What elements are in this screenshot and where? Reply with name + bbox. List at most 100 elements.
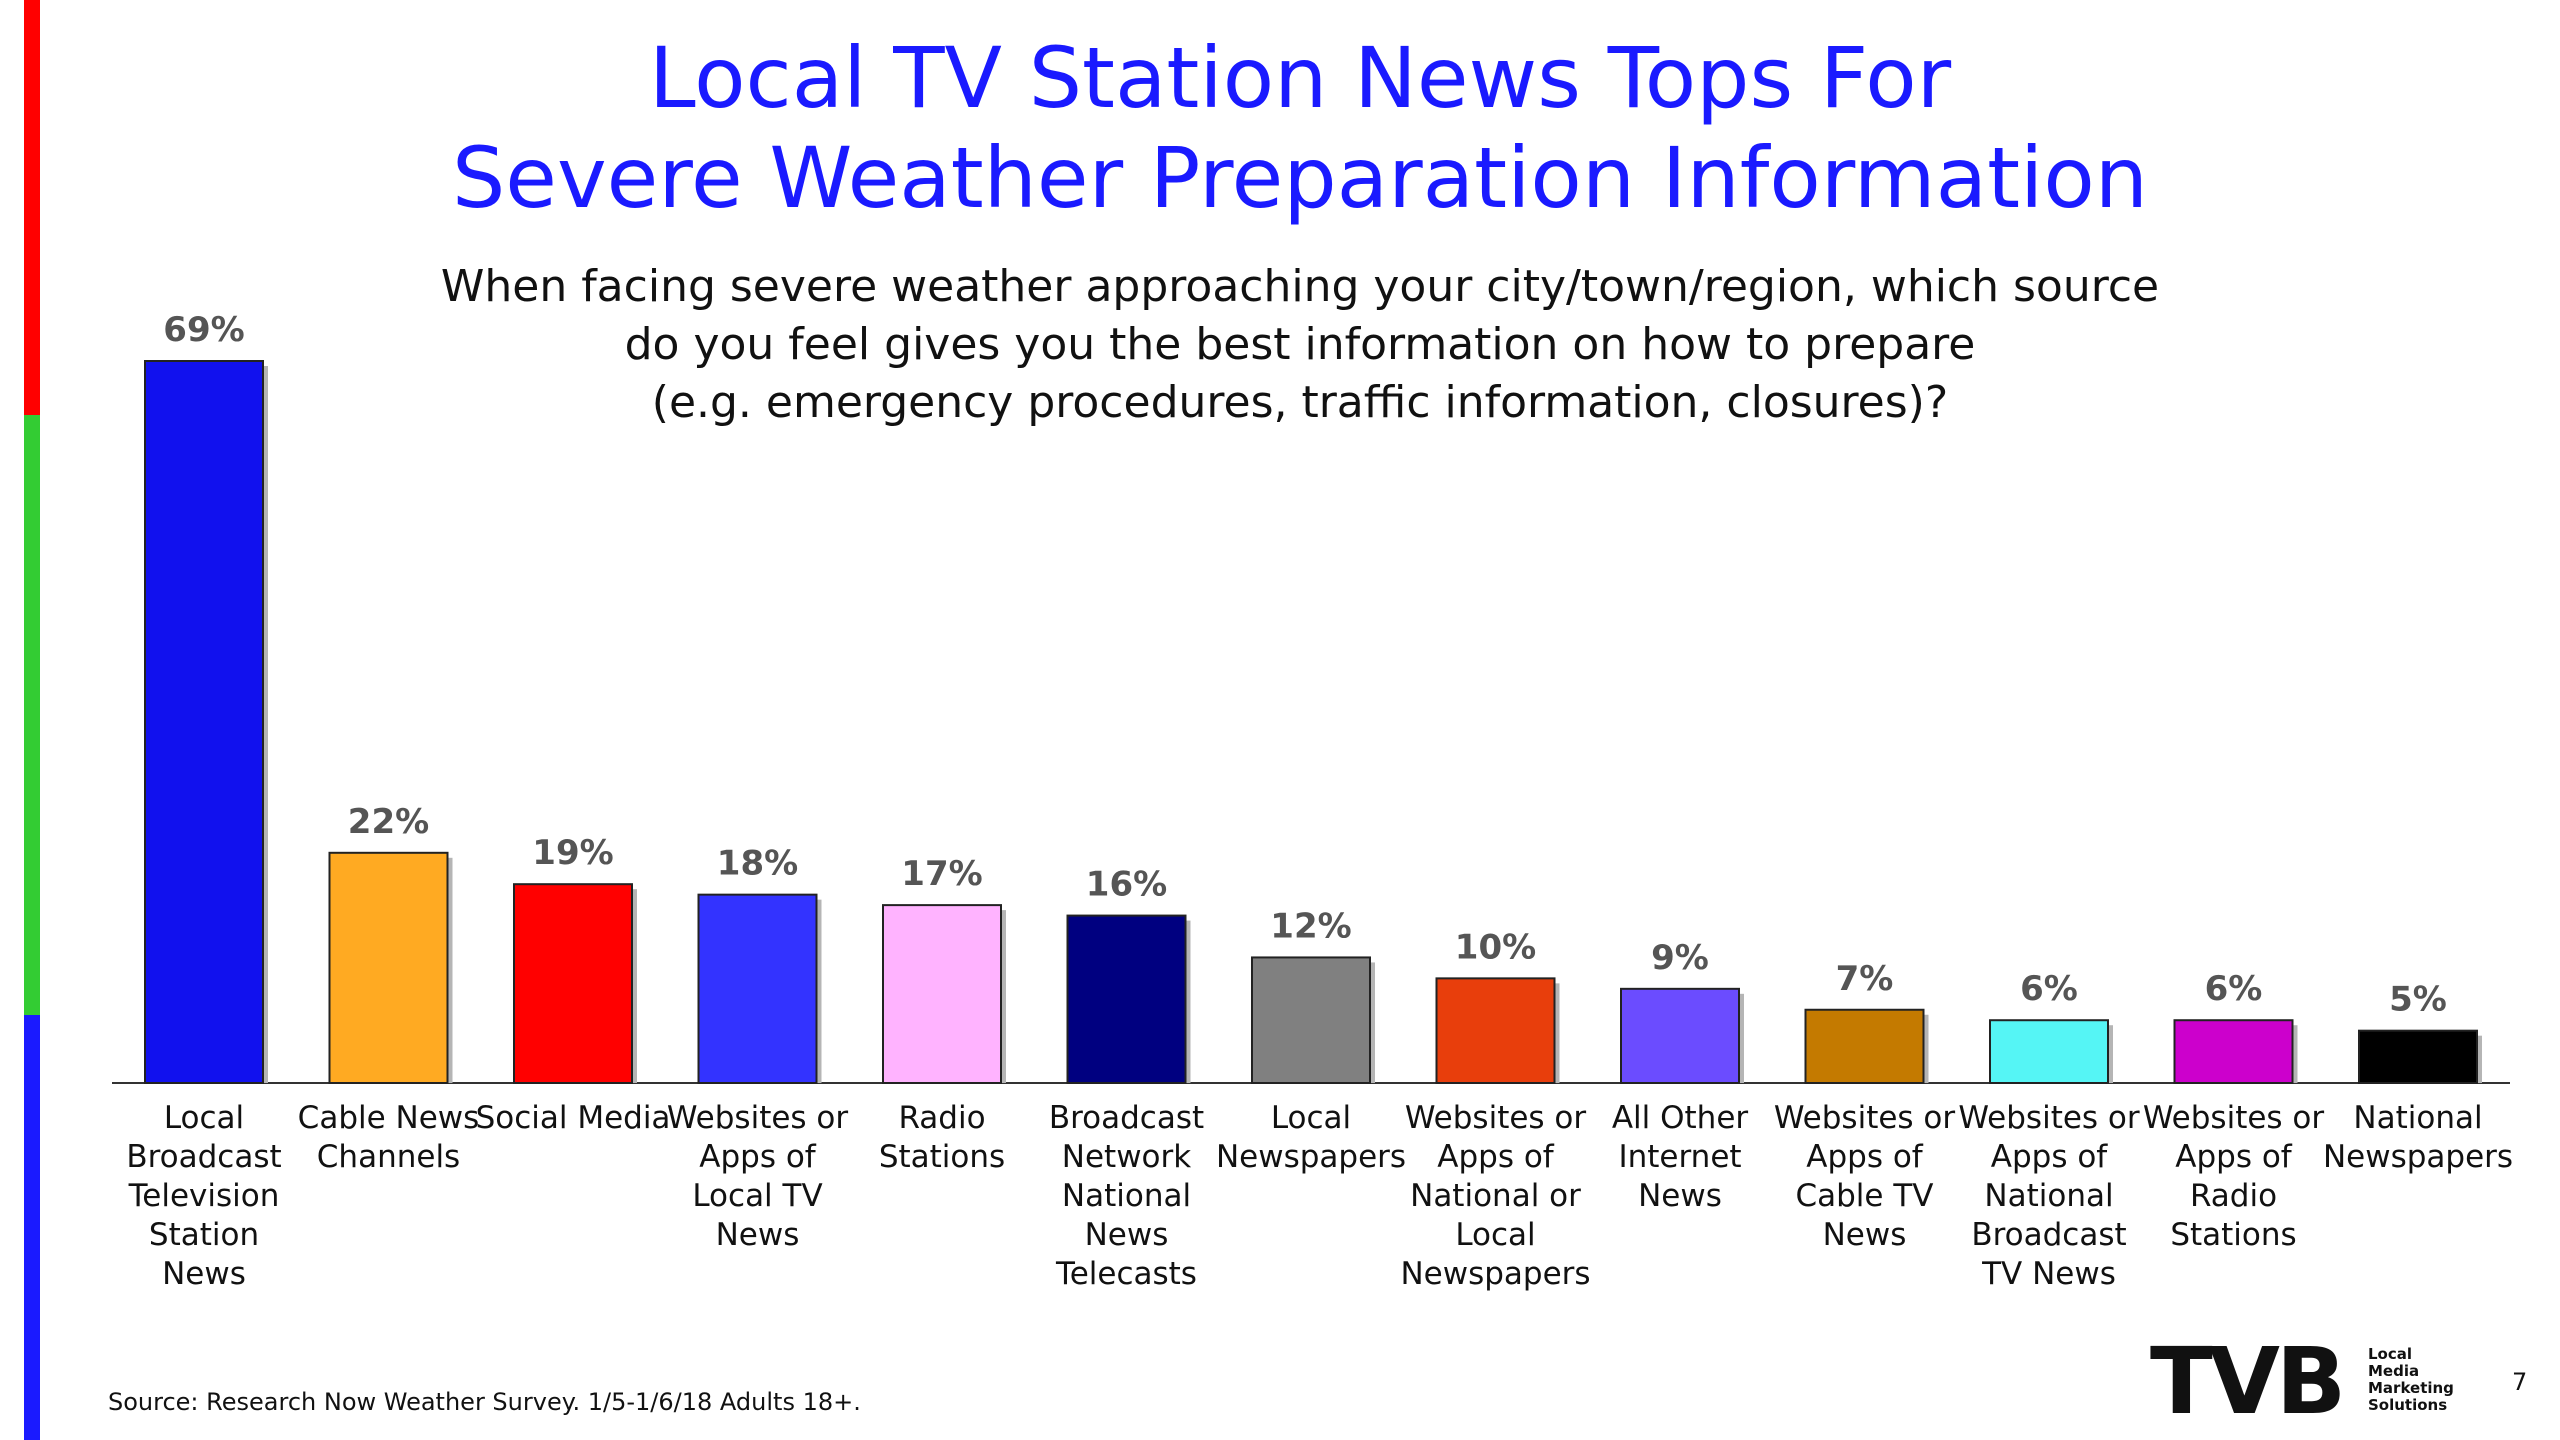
category-label-line: Local <box>1271 1100 1351 1136</box>
stripe-green <box>24 415 40 1015</box>
category-label: Social Media <box>476 1100 671 1136</box>
bar-value-label: 19% <box>532 833 613 873</box>
category-label-line: News <box>162 1256 246 1292</box>
bar-value-label: 5% <box>2389 980 2447 1020</box>
category-label-line: Cable TV <box>1795 1178 1933 1214</box>
bar <box>882 904 1002 1085</box>
category-label: Broadcast Network National News Telecasts <box>1049 1100 1204 1292</box>
logo-tagline: Local Media Marketing Solutions <box>2368 1346 2468 1414</box>
bar <box>1435 977 1556 1084</box>
chart-title-line-2: Severe Weather Preparation Information <box>451 129 2149 227</box>
category-label: Local Newspapers <box>1216 1100 1406 1175</box>
category-label-line: Television <box>128 1178 280 1214</box>
category-label-line: Network <box>1062 1139 1191 1175</box>
bar <box>513 883 633 1085</box>
category-label-line: News <box>1638 1178 1722 1214</box>
category-label-line: Apps of <box>699 1139 817 1175</box>
logo-tagline-line: Local <box>2368 1345 2413 1363</box>
stripe-blue <box>24 1015 40 1440</box>
category-label-line: Broadcast <box>126 1139 281 1175</box>
bar <box>697 893 818 1084</box>
category-label: All Other Internet News <box>1612 1100 1749 1214</box>
chart-subtitle-line-1: When facing severe weather approaching y… <box>440 261 2160 312</box>
bar-value-label: 69% <box>163 310 244 350</box>
category-label: Websites or Apps of Cable TV News <box>1774 1100 1956 1253</box>
category-label-line: Broadcast <box>1971 1217 2126 1253</box>
category-label-line: Radio <box>2190 1178 2277 1214</box>
bar <box>144 360 264 1084</box>
category-label-line: Local <box>164 1100 244 1136</box>
category-label-line: Websites or <box>1958 1100 2140 1136</box>
bar-value-label: 12% <box>1270 906 1351 946</box>
category-label-line: Websites or <box>2143 1100 2325 1136</box>
logo-tagline-line: Marketing <box>2368 1379 2454 1397</box>
category-label-line: Websites or <box>667 1100 849 1136</box>
category-label-line: Apps of <box>1991 1139 2109 1175</box>
category-label: Websites or Apps of National Broadcast TV Ne… <box>1958 1100 2140 1292</box>
bar-value-label: 6% <box>2020 969 2078 1009</box>
category-label: Websites or Apps of Radio Stations <box>2143 1100 2325 1253</box>
bar <box>1620 987 1740 1085</box>
category-label-line: TV News <box>1981 1256 2116 1292</box>
category-label-line: Radio <box>898 1100 985 1136</box>
category-label-line: Apps of <box>1437 1139 1555 1175</box>
bar-value-label: 6% <box>2205 969 2263 1009</box>
category-label-line: Stations <box>2170 1217 2296 1253</box>
category-label-line: Websites or <box>1405 1100 1587 1136</box>
chart-subtitle-line-3: (e.g. emergency procedures, traffic info… <box>651 377 1949 428</box>
logo-text: TVB <box>2150 1328 2346 1435</box>
category-label-line: National <box>2353 1100 2482 1136</box>
tvb-logo: TVB Local Media Marketing Solutions <box>2150 1328 2470 1435</box>
category-label-line: Websites or <box>1774 1100 1956 1136</box>
category-label: Websites or Apps of National or Local Newspa… <box>1400 1100 1590 1292</box>
category-label-line: Newspapers <box>1400 1256 1590 1292</box>
category-label-line: National <box>1062 1178 1191 1214</box>
bar <box>2173 1019 2294 1085</box>
bar <box>1066 914 1187 1084</box>
category-label: Cable News Channels <box>298 1100 480 1175</box>
category-label-line: Internet <box>1618 1139 1741 1175</box>
bar <box>1251 956 1371 1084</box>
category-label: National Newspapers <box>2323 1100 2513 1175</box>
category-label-line: All Other <box>1612 1100 1749 1136</box>
category-label-line: Newspapers <box>1216 1139 1406 1175</box>
category-label-line: Newspapers <box>2323 1139 2513 1175</box>
bar-value-label: 18% <box>717 844 798 884</box>
category-label-line: Local <box>1455 1217 1535 1253</box>
bar <box>1989 1019 2109 1085</box>
category-label: Radio Stations <box>879 1100 1005 1175</box>
category-label-line: Apps of <box>1806 1139 1924 1175</box>
bar <box>1804 1008 1925 1084</box>
bar-value-label: 16% <box>1086 865 1167 905</box>
category-label-line: National <box>1984 1178 2113 1214</box>
logo-tagline-line: Solutions <box>2368 1396 2448 1414</box>
source-note: Source: Research Now Weather Survey. 1/5… <box>108 1388 861 1416</box>
category-label-line: National or <box>1410 1178 1581 1214</box>
logo-tagline-line: Media <box>2368 1362 2420 1380</box>
bar-value-label: 17% <box>901 854 982 894</box>
category-label: Websites or Apps of Local TV News <box>667 1100 849 1253</box>
bar-value-label: 9% <box>1651 938 1709 978</box>
stripe-red <box>24 0 40 415</box>
bar <box>328 851 449 1085</box>
category-label-line: Local TV <box>692 1178 822 1214</box>
bar-value-label: 22% <box>348 802 429 842</box>
chart-title-line-1: Local TV Station News Tops For <box>648 29 1952 127</box>
bar <box>2358 1029 2478 1084</box>
bar-value-label: 10% <box>1455 927 1536 967</box>
category-label-line: Social Media <box>476 1100 671 1136</box>
category-label-line: Stations <box>879 1139 1005 1175</box>
category-label-line: Apps of <box>2175 1139 2293 1175</box>
category-label-line: Telecasts <box>1055 1256 1197 1292</box>
category-label-line: Cable News <box>298 1100 480 1136</box>
category-label-line: News <box>1085 1217 1169 1253</box>
page-number: 7 <box>2512 1368 2528 1396</box>
chart-subtitle-line-2: do you feel gives you the best informati… <box>624 319 1976 370</box>
category-label-line: News <box>716 1217 800 1253</box>
bar-value-label: 7% <box>1836 959 1894 999</box>
category-label-line: Station <box>149 1217 259 1253</box>
category-label-line: News <box>1823 1217 1907 1253</box>
category-label-line: Broadcast <box>1049 1100 1204 1136</box>
